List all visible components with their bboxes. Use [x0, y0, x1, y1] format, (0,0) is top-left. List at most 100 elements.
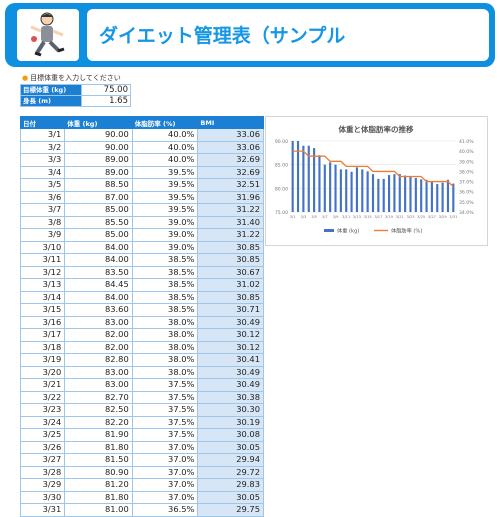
cell-date[interactable]: 3/11: [19, 253, 66, 267]
cell-date[interactable]: 3/6: [19, 190, 66, 204]
cell-weight[interactable]: 85.00: [64, 228, 133, 242]
cell-weight[interactable]: 84.00: [64, 290, 133, 304]
cell-bmi[interactable]: 30.71: [197, 303, 264, 317]
cell-bmi[interactable]: 30.85: [197, 290, 264, 304]
cell-date[interactable]: 3/27: [19, 453, 66, 467]
cell-bodyfat[interactable]: 39.0%: [131, 240, 199, 254]
cell-date[interactable]: 3/22: [19, 390, 66, 404]
cell-bmi[interactable]: 30.05: [197, 440, 264, 454]
cell-bmi[interactable]: 30.19: [197, 415, 264, 429]
cell-date[interactable]: 3/18: [19, 340, 66, 354]
cell-date[interactable]: 3/7: [19, 203, 66, 217]
cell-weight[interactable]: 82.80: [64, 353, 133, 367]
cell-bmi[interactable]: 30.49: [197, 378, 264, 392]
cell-date[interactable]: 3/5: [19, 178, 66, 192]
cell-bmi[interactable]: 32.69: [197, 165, 264, 179]
cell-weight[interactable]: 88.50: [64, 178, 133, 192]
cell-bodyfat[interactable]: 37.0%: [131, 490, 199, 504]
cell-bmi[interactable]: 30.85: [197, 253, 264, 267]
cell-weight[interactable]: 82.70: [64, 390, 133, 404]
cell-bodyfat[interactable]: 37.0%: [131, 465, 199, 479]
cell-weight[interactable]: 83.60: [64, 303, 133, 317]
cell-date[interactable]: 3/10: [19, 240, 66, 254]
cell-bodyfat[interactable]: 40.0%: [131, 128, 199, 142]
cell-bodyfat[interactable]: 37.0%: [131, 478, 199, 492]
cell-bmi[interactable]: 32.51: [197, 178, 264, 192]
cell-bmi[interactable]: 31.22: [197, 228, 264, 242]
cell-date[interactable]: 3/28: [19, 465, 66, 479]
height-input[interactable]: 1.65: [81, 95, 131, 107]
cell-bmi[interactable]: 29.72: [197, 465, 264, 479]
cell-bmi[interactable]: 29.94: [197, 453, 264, 467]
cell-date[interactable]: 3/2: [19, 140, 66, 154]
cell-bodyfat[interactable]: 40.0%: [131, 153, 199, 167]
cell-bmi[interactable]: 31.02: [197, 278, 264, 292]
cell-date[interactable]: 3/19: [19, 353, 66, 367]
cell-bmi[interactable]: 30.49: [197, 315, 264, 329]
cell-weight[interactable]: 81.50: [64, 453, 133, 467]
cell-bodyfat[interactable]: 39.0%: [131, 215, 199, 229]
cell-weight[interactable]: 82.20: [64, 415, 133, 429]
cell-bmi[interactable]: 32.69: [197, 153, 264, 167]
cell-bodyfat[interactable]: 36.5%: [131, 503, 199, 517]
cell-date[interactable]: 3/21: [19, 378, 66, 392]
cell-bodyfat[interactable]: 37.5%: [131, 415, 199, 429]
cell-date[interactable]: 3/30: [19, 490, 66, 504]
cell-bodyfat[interactable]: 37.0%: [131, 453, 199, 467]
cell-date[interactable]: 3/1: [19, 128, 66, 142]
cell-weight[interactable]: 81.80: [64, 440, 133, 454]
cell-date[interactable]: 3/8: [19, 215, 66, 229]
cell-bodyfat[interactable]: 38.0%: [131, 365, 199, 379]
cell-bmi[interactable]: 29.83: [197, 478, 264, 492]
cell-bodyfat[interactable]: 37.5%: [131, 378, 199, 392]
target-weight-input[interactable]: 75.00: [81, 84, 131, 96]
cell-weight[interactable]: 82.00: [64, 340, 133, 354]
cell-date[interactable]: 3/16: [19, 315, 66, 329]
cell-bodyfat[interactable]: 40.0%: [131, 140, 199, 154]
cell-bmi[interactable]: 33.06: [197, 128, 264, 142]
cell-bmi[interactable]: 30.67: [197, 265, 264, 279]
cell-weight[interactable]: 85.50: [64, 215, 133, 229]
cell-bmi[interactable]: 30.85: [197, 240, 264, 254]
cell-date[interactable]: 3/12: [19, 265, 66, 279]
cell-weight[interactable]: 90.00: [64, 140, 133, 154]
cell-bodyfat[interactable]: 38.5%: [131, 278, 199, 292]
cell-bodyfat[interactable]: 37.0%: [131, 440, 199, 454]
cell-bodyfat[interactable]: 37.5%: [131, 390, 199, 404]
cell-bodyfat[interactable]: 39.5%: [131, 190, 199, 204]
cell-weight[interactable]: 81.90: [64, 428, 133, 442]
cell-bmi[interactable]: 31.22: [197, 203, 264, 217]
cell-weight[interactable]: 82.50: [64, 403, 133, 417]
cell-bmi[interactable]: 30.30: [197, 403, 264, 417]
cell-bmi[interactable]: 30.49: [197, 365, 264, 379]
cell-bodyfat[interactable]: 39.5%: [131, 203, 199, 217]
cell-bmi[interactable]: 33.06: [197, 140, 264, 154]
cell-weight[interactable]: 89.00: [64, 153, 133, 167]
cell-bodyfat[interactable]: 38.5%: [131, 253, 199, 267]
cell-bodyfat[interactable]: 38.0%: [131, 328, 199, 342]
cell-weight[interactable]: 84.00: [64, 240, 133, 254]
cell-bmi[interactable]: 31.96: [197, 190, 264, 204]
cell-bodyfat[interactable]: 37.5%: [131, 428, 199, 442]
cell-date[interactable]: 3/20: [19, 365, 66, 379]
cell-date[interactable]: 3/13: [19, 278, 66, 292]
cell-date[interactable]: 3/9: [19, 228, 66, 242]
cell-weight[interactable]: 82.00: [64, 328, 133, 342]
cell-weight[interactable]: 83.00: [64, 315, 133, 329]
cell-weight[interactable]: 87.00: [64, 190, 133, 204]
cell-bodyfat[interactable]: 37.5%: [131, 403, 199, 417]
cell-bmi[interactable]: 30.41: [197, 353, 264, 367]
cell-bodyfat[interactable]: 38.0%: [131, 315, 199, 329]
cell-bmi[interactable]: 30.38: [197, 390, 264, 404]
cell-date[interactable]: 3/14: [19, 290, 66, 304]
cell-bmi[interactable]: 30.12: [197, 328, 264, 342]
cell-weight[interactable]: 80.90: [64, 465, 133, 479]
cell-date[interactable]: 3/23: [19, 403, 66, 417]
cell-bmi[interactable]: 31.40: [197, 215, 264, 229]
cell-date[interactable]: 3/4: [19, 165, 66, 179]
cell-date[interactable]: 3/17: [19, 328, 66, 342]
cell-date[interactable]: 3/25: [19, 428, 66, 442]
cell-weight[interactable]: 90.00: [64, 128, 133, 142]
cell-weight[interactable]: 85.00: [64, 203, 133, 217]
cell-weight[interactable]: 84.45: [64, 278, 133, 292]
